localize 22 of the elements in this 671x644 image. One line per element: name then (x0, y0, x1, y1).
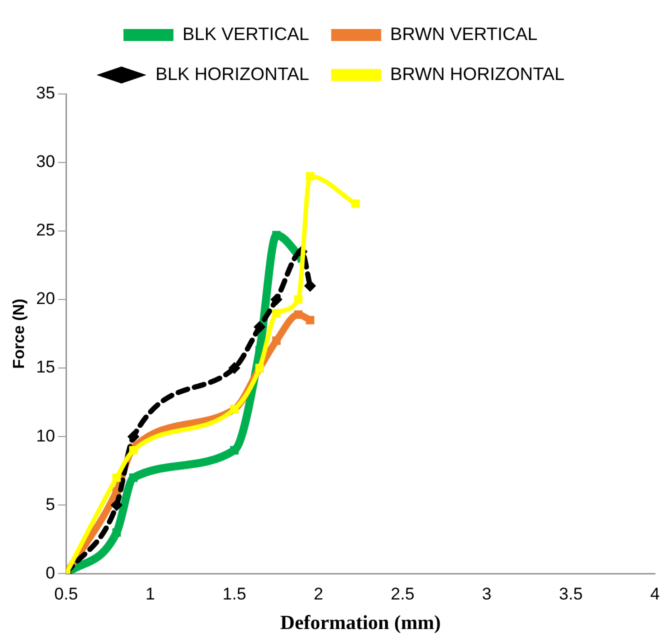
y-tick-label: 35 (36, 84, 56, 103)
legend-label: BRWN HORIZONTAL (390, 64, 565, 84)
x-tick-label: 4 (650, 584, 660, 604)
y-tick-label: 30 (36, 152, 56, 172)
x-tick-label: 3.5 (559, 584, 583, 604)
y-tick-label: 25 (36, 220, 56, 240)
y-axis-title: Force (N) (11, 298, 28, 369)
y-tick-label: 0 (46, 563, 56, 582)
y-tick-label: 10 (36, 426, 56, 446)
x-tick-label: 0.5 (54, 584, 78, 604)
legend-label: BRWN VERTICAL (390, 24, 538, 44)
x-tick-label: 1 (146, 584, 155, 604)
y-tick-label: 5 (46, 494, 56, 514)
x-tick-label: 1.5 (222, 584, 246, 604)
x-tick-label: 2.5 (390, 584, 414, 604)
x-tick-label: 2 (314, 584, 324, 604)
legend-label: BLK VERTICAL (182, 24, 310, 44)
x-tick-label: 3 (482, 584, 492, 604)
y-tick-label: 20 (36, 289, 56, 308)
x-axis-title: Deformation (mm) (280, 612, 441, 634)
legend-label: BLK HORIZONTAL (155, 64, 310, 84)
y-tick-label: 15 (36, 358, 56, 377)
